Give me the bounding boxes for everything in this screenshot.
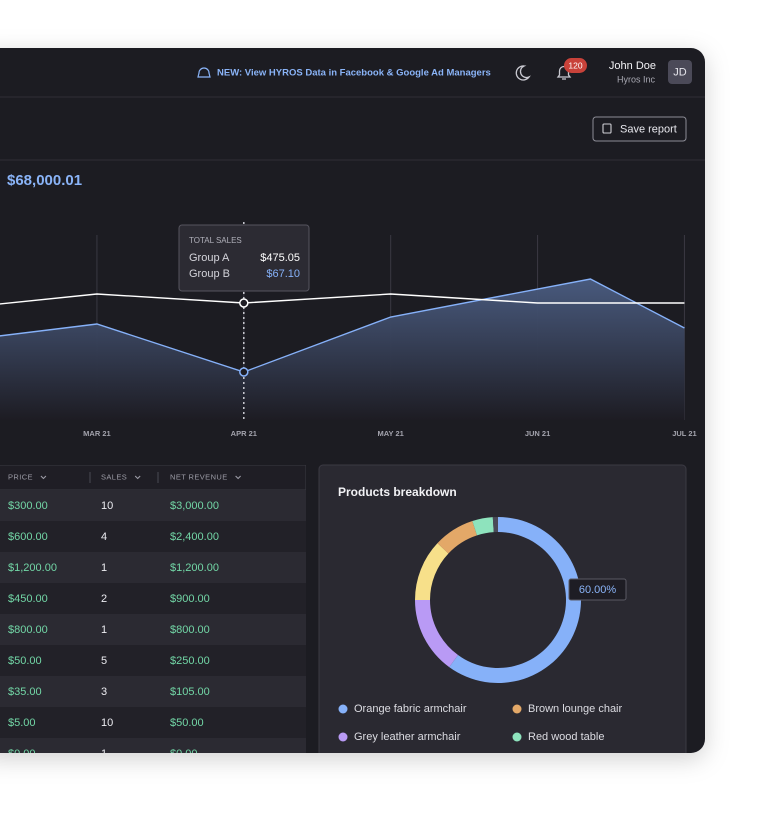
donut-panel [318,464,687,753]
table-row [0,738,306,753]
table-cell: $250.00 [170,655,210,667]
donut-segment [492,517,498,533]
table-cell: 2 [101,593,107,605]
table-row [0,676,306,707]
table-cell: $50.00 [170,717,204,729]
table-cell: $900.00 [170,593,210,605]
save-report-button[interactable] [592,116,687,142]
table-cell: $450.00 [8,593,48,605]
donut-segment [437,521,477,554]
table-cell: $1,200.00 [8,562,57,574]
tooltip-series-name: Group A [189,252,230,264]
tooltip-value: $67.10 [266,268,300,280]
sort-chevron [134,475,141,480]
table-row [0,707,306,738]
tooltip-title: TOTAL SALES [189,236,242,245]
series-line [0,278,685,373]
table-cell: $0.00 [170,748,198,760]
hover-point [239,367,249,377]
series-area [0,279,685,420]
donut-title: Products breakdown [338,485,457,499]
column-header[interactable]: SALES [101,472,127,481]
legend-label: Brown lounge chair [528,703,623,715]
table-cell: 1 [101,624,107,636]
announcement-icon [197,67,211,78]
tooltip-value: $475.05 [260,252,300,264]
table-row [0,614,306,645]
x-tick-label: JUN 21 [525,429,550,438]
tooltip [178,224,310,292]
notification-badge [564,58,587,73]
table-cell: $600.00 [8,531,48,543]
x-tick-label: MAR 21 [83,429,111,438]
products-breakdown: Products breakdown 60.00% Orange fabric ar… [318,464,687,753]
table-row [0,583,306,614]
user-name: John Doe [609,60,656,72]
donut-tooltip [568,578,627,601]
save-report-label[interactable]: Save report [620,123,677,135]
legend-label: Grey leather armchair [354,731,461,743]
legend-swatch [512,704,522,714]
chart-total: $68,000.01 [7,172,82,189]
sort-chevron [40,475,47,480]
table-cell: 4 [101,531,107,543]
products-table: PRICE SALES NET REVENUE $300.00 10 $3,000.00 $… [0,465,306,760]
table-cell: $1,200.00 [170,562,219,574]
table-cell: 5 [101,655,107,667]
x-tick-label: APR 21 [231,429,257,438]
table-row [0,490,306,521]
table-cell: $105.00 [170,686,210,698]
legend-swatch [512,732,522,742]
table-cell: 1 [101,748,107,760]
donut-segment [472,517,494,536]
legend-swatch [338,732,348,742]
table-cell: $800.00 [170,624,210,636]
table-cell: $800.00 [8,624,48,636]
announcement[interactable]: NEW: View HYROS Data in Facebook & Googl… [197,67,491,79]
legend-label: Red wood table [528,731,604,743]
sales-chart: $68,000.01 MAR 21 APR 21 MAY 21 JUN 21 JUL 21… [0,172,697,438]
announcement-text[interactable]: NEW: View HYROS Data in Facebook & Googl… [217,68,491,79]
table-cell: $35.00 [8,686,42,698]
company-name: Hyros Inc [617,74,656,84]
tooltip-series-name: Group B [189,268,230,280]
table-cell: 1 [101,562,107,574]
table-row [0,552,306,583]
legend-swatch [338,704,348,714]
table-cell: $2,400.00 [170,531,219,543]
table-cell: $3,000.00 [170,500,219,512]
table-row [0,645,306,676]
table-cell: 10 [101,500,113,512]
table-cell: $5.00 [8,717,36,729]
donut-segment [449,517,581,683]
table-cell: $0.00 [8,748,36,760]
series-line [0,293,685,310]
donut-segment [415,543,449,600]
table-cell: $50.00 [8,655,42,667]
column-header[interactable]: NET REVENUE [170,472,228,481]
window-content: NEW: View HYROS Data in Facebook & Googl… [0,58,705,760]
theme-toggle[interactable] [515,65,531,81]
sort-chevron [235,475,241,480]
table-cell: 10 [101,717,113,729]
donut-tooltip-value: 60.00% [579,584,617,596]
table-cell: 3 [101,686,107,698]
avatar[interactable] [668,60,692,84]
notification-count: 120 [568,60,582,70]
table-cell: $300.00 [8,500,48,512]
donut-segment [414,600,459,668]
avatar-initials: JD [673,66,687,78]
legend-label: Orange fabric armchair [354,703,467,715]
x-tick-label: JUL 21 [672,429,696,438]
x-tick-label: MAY 21 [378,429,404,438]
hover-point [239,298,249,308]
column-header[interactable]: PRICE [8,472,33,481]
table-row [0,521,306,552]
save-icon [602,123,612,134]
